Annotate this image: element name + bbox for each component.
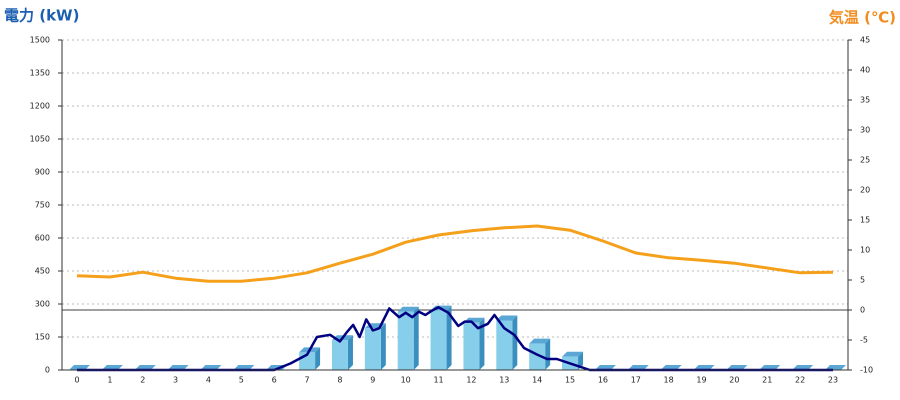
bar-face [479,317,485,370]
x-tick-label: 8 [337,376,342,385]
y2-tick-label: -10 [860,366,873,375]
bar [397,306,419,370]
y2-tick-label: 40 [860,66,870,75]
x-tick-label: 3 [173,376,178,385]
y-axis-title: 電力 (kW) [4,7,79,25]
y-tick-label: 1500 [30,36,50,45]
line [77,306,833,372]
line [76,224,834,283]
x-tick-label: 20 [729,376,739,385]
x-tick-label: 12 [466,376,476,385]
bar-face [529,338,551,344]
x-tick-label: 2 [140,376,145,385]
y2-tick-label: -5 [860,336,868,345]
bar-face [315,347,321,370]
y2-tick-label: 35 [860,96,870,105]
x-tick-label: 23 [828,376,838,385]
y-tick-label: 750 [35,201,50,210]
x-tick-label: 13 [499,376,509,385]
y2-tick-label: 10 [860,246,870,255]
bar-face [347,335,353,370]
x-tick-label: 17 [631,376,641,385]
x-tick-label: 0 [74,376,79,385]
bar-face [545,338,551,370]
bar-face [496,315,518,321]
y-tick-label: 150 [35,333,50,342]
bar-face [397,311,414,370]
y2-tick-label: 5 [860,276,865,285]
bar [331,335,353,370]
y-tick-label: 1050 [30,135,50,144]
bar [529,338,551,370]
x-tick-label: 1 [107,376,112,385]
y-tick-label: 0 [45,366,50,375]
x-tick-label: 11 [433,376,443,385]
x-tick-label: 19 [696,376,706,385]
bar-face [529,343,546,370]
y-tick-label: 450 [35,267,50,276]
bar-face [496,320,513,370]
x-tick-label: 18 [664,376,674,385]
x-tick-label: 15 [565,376,575,385]
y-tick-label: 900 [35,168,50,177]
bar-face [463,322,480,370]
x-tick-label: 4 [206,376,211,385]
y2-tick-label: 0 [860,306,865,315]
x-tick-label: 6 [272,376,277,385]
y2-tick-label: 45 [860,36,870,45]
bar [496,315,518,370]
bar-face [512,315,518,370]
x-tick-label: 14 [532,376,542,385]
x-tick-label: 16 [598,376,608,385]
bar-face [331,340,348,370]
bar-face [380,323,386,370]
bar [430,305,452,370]
y2-tick-label: 25 [860,156,870,165]
bar-face [397,306,419,312]
y-tick-label: 300 [35,300,50,309]
y-tick-label: 1200 [30,102,50,111]
bar [463,317,485,370]
x-tick-label: 21 [762,376,772,385]
y2-tick-label: 20 [860,186,870,195]
bar-face [430,310,447,370]
bar-face [562,351,584,357]
bar-face [364,328,381,370]
bar-face [446,305,452,370]
x-tick-label: 9 [370,376,375,385]
x-tick-label: 7 [305,376,310,385]
x-tick-label: 5 [239,376,244,385]
bar-face [413,306,419,370]
x-tick-label: 22 [795,376,805,385]
y2-axis-title: 気温 (℃) [829,9,896,27]
y2-tick-label: 30 [860,126,870,135]
x-tick-label: 10 [401,376,411,385]
y-tick-label: 600 [35,234,50,243]
y2-tick-label: 15 [860,216,870,225]
y-tick-label: 1350 [30,69,50,78]
